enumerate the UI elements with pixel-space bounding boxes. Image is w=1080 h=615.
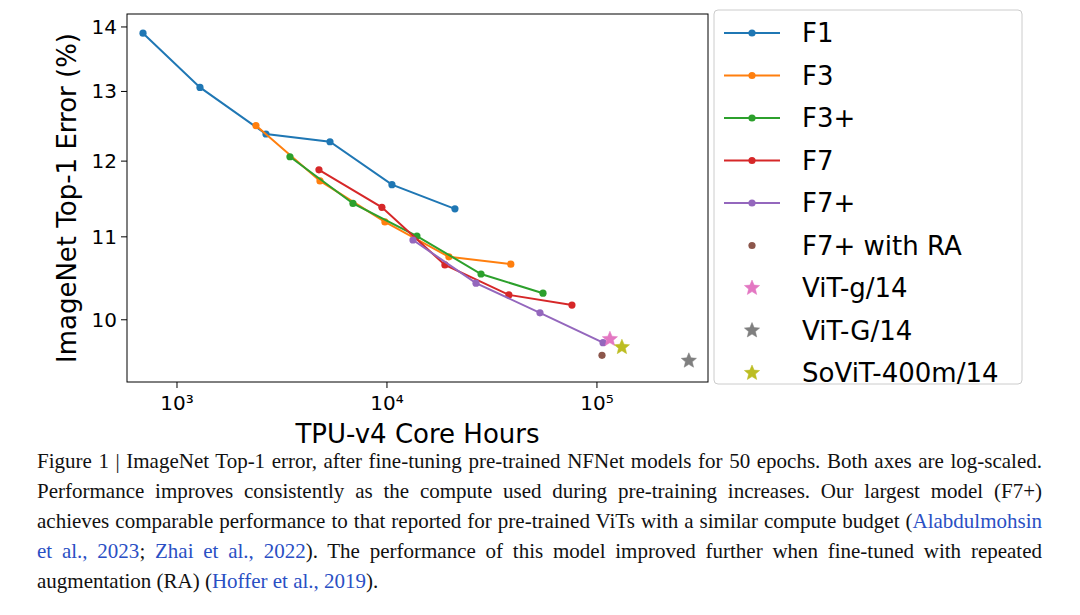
x-tick-label: 10³ xyxy=(160,391,193,415)
data-point xyxy=(388,181,395,188)
caption-text: Figure 1 | ImageNet Top-1 error, after f… xyxy=(37,449,1042,533)
y-tick xyxy=(121,319,127,320)
caption: Figure 1 | ImageNet Top-1 error, after f… xyxy=(37,446,1042,596)
caption-text: ; xyxy=(139,539,155,563)
data-point xyxy=(507,261,514,268)
y-tick-label: 11 xyxy=(92,225,117,249)
x-tick xyxy=(596,382,597,388)
legend-label: ViT-G/14 xyxy=(802,316,912,346)
y-tick-label: 12 xyxy=(92,149,117,173)
x-tick-label: 10⁴ xyxy=(370,391,403,415)
data-point xyxy=(196,84,203,91)
x-tick-label: 10⁵ xyxy=(580,391,613,415)
legend-label: F3+ xyxy=(802,103,855,133)
data-point xyxy=(477,270,484,277)
legend-label: F1 xyxy=(802,18,834,48)
caption-text: ). xyxy=(366,569,378,593)
legend: F1 F3 F3+ F7 F7+ F7+ with RA ViT-g/14 ViT-G/14 S… xyxy=(714,10,1022,388)
y-tick xyxy=(121,91,127,92)
data-point xyxy=(539,290,546,297)
legend-label: SoViT-400m/14 xyxy=(802,358,999,388)
legend-label: F7+ with RA xyxy=(802,231,962,261)
citation: Hoffer et al., 2019 xyxy=(212,569,366,593)
legend-label: ViT-g/14 xyxy=(802,273,908,303)
legend-marker xyxy=(748,242,755,249)
y-axis-label: ImageNet Top-1 Error (%) xyxy=(52,33,82,363)
data-point xyxy=(536,309,543,316)
series-line xyxy=(319,170,572,305)
x-tick xyxy=(176,382,177,388)
plot-frame xyxy=(127,14,708,382)
chart: 10³ 10⁴ 10⁵ 10 11 12 13 14 TPU-v4 Core Hours Imag… xyxy=(0,0,1080,445)
legend-label: F7 xyxy=(802,146,834,176)
data-point xyxy=(451,205,458,212)
data-point xyxy=(252,122,259,129)
y-tick xyxy=(121,161,127,162)
data-point xyxy=(349,200,356,207)
legend-marker xyxy=(744,280,759,294)
data-point xyxy=(602,331,617,345)
data-point xyxy=(472,280,479,287)
series-line xyxy=(256,126,511,265)
y-tick-label: 13 xyxy=(92,79,117,103)
y-tick-label: 10 xyxy=(92,308,117,332)
legend-marker xyxy=(744,323,759,337)
data-point xyxy=(378,204,385,211)
data-point xyxy=(568,302,575,309)
x-tick xyxy=(386,382,387,388)
legend-marker xyxy=(748,199,755,206)
data-point xyxy=(286,153,293,160)
data-point xyxy=(598,352,605,359)
plot-marks xyxy=(139,30,696,368)
legend-label: F7+ xyxy=(802,188,855,218)
series-line xyxy=(413,240,603,343)
data-point xyxy=(614,339,629,353)
citation: Zhai et al., 2022 xyxy=(155,539,306,563)
legend-marker xyxy=(748,157,755,164)
y-tick-label: 14 xyxy=(92,15,117,39)
legend-marker xyxy=(744,365,759,379)
legend-label: F3 xyxy=(802,61,834,91)
data-point xyxy=(681,353,696,367)
data-point xyxy=(139,30,146,37)
legend-marker xyxy=(748,72,755,79)
series-line xyxy=(290,157,543,293)
data-point xyxy=(326,138,333,145)
series-line xyxy=(143,33,455,209)
data-point xyxy=(315,166,322,173)
y-tick xyxy=(121,236,127,237)
legend-marker xyxy=(748,114,755,121)
legend-marker xyxy=(748,29,755,36)
data-point xyxy=(409,236,416,243)
y-tick xyxy=(121,26,127,27)
x-axis-label: TPU-v4 Core Hours xyxy=(294,419,539,445)
legend-box xyxy=(714,10,1022,384)
